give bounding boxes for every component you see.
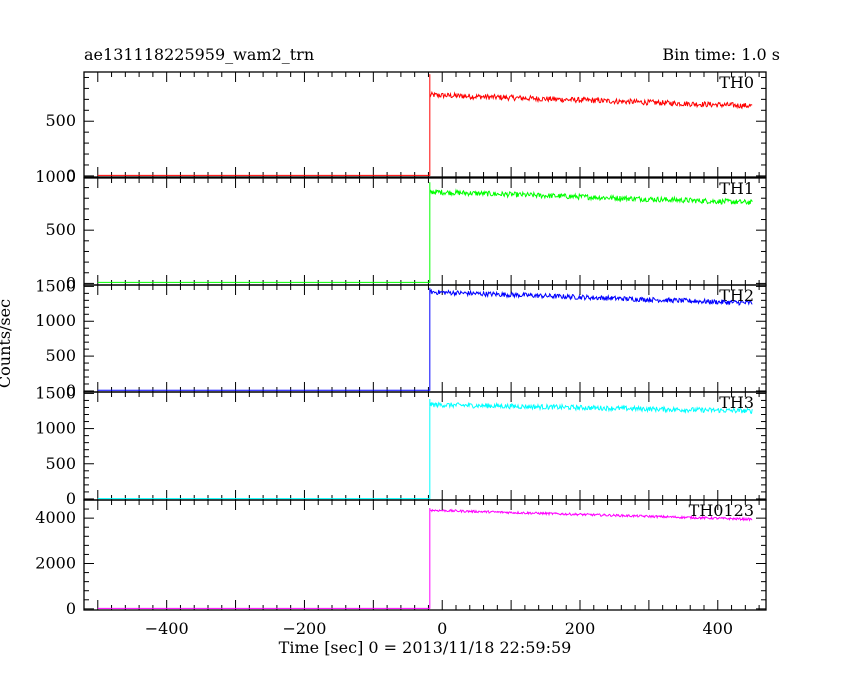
panel-label: TH0: [719, 73, 754, 92]
x-tick-label: 200: [565, 619, 596, 638]
x-tick-label: −400: [145, 619, 189, 638]
bin-time-label: Bin time: 1.0 s: [662, 45, 780, 64]
y-tick-label: 0: [66, 599, 76, 618]
y-tick-label: 1000: [35, 311, 76, 330]
series-line-th1: [97, 182, 753, 283]
series-line-th0123: [97, 507, 753, 609]
y-tick-label: 1500: [35, 276, 76, 295]
panel-label: TH0123: [689, 501, 754, 520]
x-tick-label: 0: [437, 619, 447, 638]
panel-frame: [83, 177, 767, 286]
panel-frame: [83, 71, 767, 178]
panel-label: TH2: [719, 286, 754, 305]
y-tick-label: 4000: [35, 508, 76, 527]
y-tick-label: 500: [45, 220, 76, 239]
y-tick-label: 500: [45, 111, 76, 130]
panel-frame: [83, 499, 767, 611]
y-tick-label: 1000: [35, 419, 76, 438]
y-tick-label: 1000: [35, 167, 76, 186]
y-tick-label: 0: [66, 381, 76, 400]
panel-label: TH3: [719, 393, 754, 412]
y-tick-label: 0: [66, 273, 76, 292]
plot-title: ae131118225959_wam2_trn: [84, 45, 315, 64]
x-tick-label: −200: [282, 619, 326, 638]
y-tick-label: 2000: [35, 554, 76, 573]
y-tick-label: 500: [45, 346, 76, 365]
y-tick-label: 0: [66, 489, 76, 508]
y-tick-label: 0: [66, 166, 76, 185]
y-tick-label: 500: [45, 454, 76, 473]
x-axis-label: Time [sec] 0 = 2013/11/18 22:59:59: [278, 638, 572, 657]
y-tick-label: 1500: [35, 383, 76, 402]
panel-label: TH1: [719, 179, 754, 198]
series-line-th0: [97, 74, 753, 176]
series-line-th3: [97, 399, 753, 500]
series-line-th2: [97, 287, 753, 391]
x-tick-label: 400: [703, 619, 734, 638]
